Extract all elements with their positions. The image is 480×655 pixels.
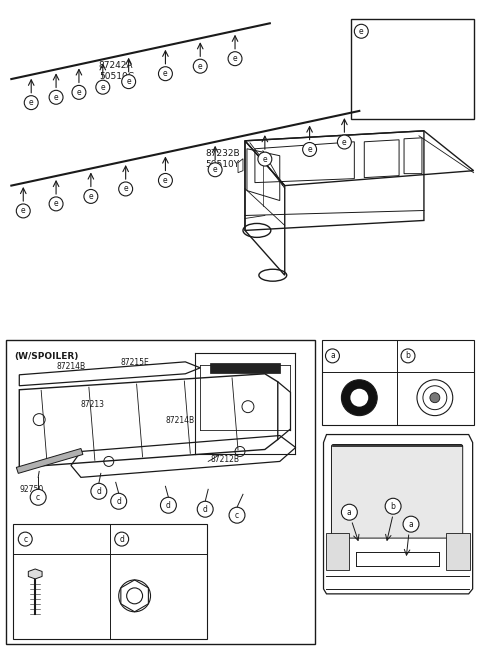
Text: e: e xyxy=(307,145,312,154)
Text: d: d xyxy=(119,534,124,544)
Text: 87259: 87259 xyxy=(132,534,156,544)
Text: 87213: 87213 xyxy=(81,400,105,409)
Circle shape xyxy=(111,493,127,509)
Circle shape xyxy=(49,90,63,104)
Text: 87212X: 87212X xyxy=(371,26,409,36)
Text: e: e xyxy=(77,88,81,97)
Circle shape xyxy=(24,96,38,109)
Circle shape xyxy=(208,163,222,177)
FancyBboxPatch shape xyxy=(6,340,314,644)
Circle shape xyxy=(30,489,46,505)
FancyBboxPatch shape xyxy=(446,533,469,570)
Circle shape xyxy=(258,152,272,166)
FancyBboxPatch shape xyxy=(325,533,349,570)
Text: 87214B: 87214B xyxy=(56,362,85,371)
Text: a: a xyxy=(330,351,335,360)
Circle shape xyxy=(350,388,368,407)
FancyBboxPatch shape xyxy=(351,19,474,119)
Text: e: e xyxy=(198,62,203,71)
Circle shape xyxy=(119,182,132,196)
Text: e: e xyxy=(88,192,93,201)
Text: d: d xyxy=(203,505,208,514)
Circle shape xyxy=(197,501,213,517)
Polygon shape xyxy=(16,449,83,474)
Text: e: e xyxy=(126,77,131,86)
Text: 92750: 92750 xyxy=(19,485,44,495)
Circle shape xyxy=(337,135,351,149)
Circle shape xyxy=(49,197,63,211)
Circle shape xyxy=(96,81,110,94)
Text: d: d xyxy=(166,500,171,510)
Text: e: e xyxy=(100,83,105,92)
Circle shape xyxy=(160,497,176,514)
Circle shape xyxy=(193,59,207,73)
Text: 87214B: 87214B xyxy=(166,416,194,424)
Text: e: e xyxy=(54,199,59,208)
Text: 81739B: 81739B xyxy=(418,351,447,360)
Text: 1140FZ: 1140FZ xyxy=(35,534,64,544)
Text: c: c xyxy=(235,511,239,519)
Circle shape xyxy=(430,393,440,403)
Text: e: e xyxy=(233,54,237,63)
Circle shape xyxy=(115,532,129,546)
FancyBboxPatch shape xyxy=(13,524,207,639)
Text: (W/SPOILER): (W/SPOILER) xyxy=(14,352,79,361)
Text: 1076AM: 1076AM xyxy=(342,351,373,360)
Text: d: d xyxy=(96,487,101,496)
Circle shape xyxy=(385,498,401,514)
Circle shape xyxy=(122,75,136,88)
Text: 87212B: 87212B xyxy=(210,455,239,464)
Circle shape xyxy=(229,507,245,523)
Text: e: e xyxy=(21,206,25,215)
Circle shape xyxy=(341,380,377,416)
Circle shape xyxy=(302,143,316,157)
Text: e: e xyxy=(263,155,267,164)
Text: e: e xyxy=(29,98,34,107)
Text: c: c xyxy=(23,534,27,544)
Text: b: b xyxy=(391,502,396,511)
Text: e: e xyxy=(342,138,347,147)
Circle shape xyxy=(403,516,419,532)
Circle shape xyxy=(72,85,86,100)
Text: 87215E: 87215E xyxy=(120,358,149,367)
Circle shape xyxy=(325,349,339,363)
Circle shape xyxy=(16,204,30,218)
Text: e: e xyxy=(359,27,364,36)
Circle shape xyxy=(18,532,32,546)
Circle shape xyxy=(158,67,172,81)
Text: 87232B
50510Y: 87232B 50510Y xyxy=(205,149,240,169)
Circle shape xyxy=(354,24,368,38)
Text: e: e xyxy=(213,165,217,174)
Text: b: b xyxy=(406,351,410,360)
FancyBboxPatch shape xyxy=(332,445,463,538)
Circle shape xyxy=(341,504,357,520)
Circle shape xyxy=(91,483,107,499)
Text: e: e xyxy=(163,69,168,78)
Text: 87242A
50510C: 87242A 50510C xyxy=(99,61,134,81)
Text: c: c xyxy=(36,493,40,502)
Circle shape xyxy=(228,52,242,66)
Circle shape xyxy=(84,189,98,204)
Text: d: d xyxy=(116,496,121,506)
Text: a: a xyxy=(347,508,352,517)
Text: e: e xyxy=(123,185,128,193)
Polygon shape xyxy=(210,363,280,373)
Polygon shape xyxy=(28,569,42,579)
Text: a: a xyxy=(408,519,413,529)
Circle shape xyxy=(158,174,172,187)
Text: e: e xyxy=(54,93,59,102)
Text: e: e xyxy=(163,176,168,185)
FancyBboxPatch shape xyxy=(322,340,474,424)
Circle shape xyxy=(401,349,415,363)
